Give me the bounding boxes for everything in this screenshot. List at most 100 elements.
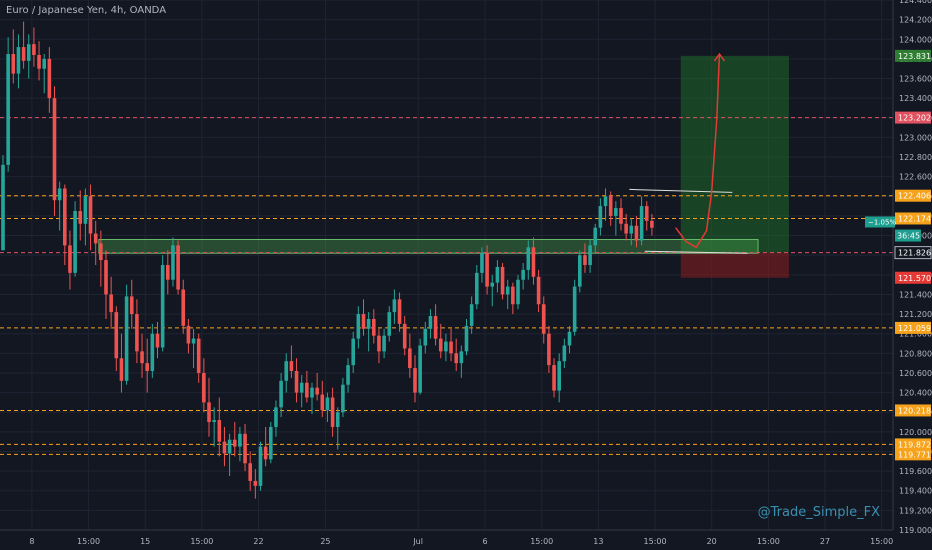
candle: [397, 292, 402, 332]
candle: [639, 196, 644, 246]
candle: [485, 245, 489, 295]
candle: [248, 451, 252, 491]
candle-body: [129, 296, 134, 315]
candle-body: [315, 387, 319, 395]
candle-body: [526, 247, 531, 270]
candle-body: [593, 227, 598, 246]
candle: [114, 306, 119, 371]
candle: [191, 328, 196, 369]
candle: [372, 309, 376, 344]
candle-body: [21, 47, 26, 61]
price-tag-label: 119.771: [898, 450, 931, 459]
x-tick-label: 22: [253, 537, 263, 546]
candle-body: [459, 351, 464, 364]
candle: [346, 358, 350, 393]
candle-body: [155, 333, 160, 348]
candle-body: [356, 314, 361, 339]
x-tick-label: 27: [820, 537, 830, 546]
candle: [124, 284, 129, 385]
candle-body: [449, 341, 453, 354]
candle-body: [351, 338, 355, 366]
change-badge-label: −1.05%: [868, 218, 896, 226]
candle-body: [603, 196, 608, 207]
candle: [160, 255, 165, 352]
y-tick-label: 119.600: [899, 467, 932, 476]
candle-body: [335, 412, 340, 427]
candle-body: [57, 188, 62, 201]
price-tag: [895, 448, 931, 461]
candle: [428, 309, 433, 339]
candle-body: [505, 286, 510, 295]
x-tick-label: 15:00: [757, 537, 780, 546]
candle: [361, 299, 366, 336]
price-tag: [895, 189, 931, 202]
candle: [567, 325, 572, 354]
price-tag: [895, 404, 931, 417]
candle: [93, 220, 98, 265]
change-badge: [865, 216, 895, 228]
candle: [78, 190, 83, 241]
candle-body: [196, 338, 201, 373]
candle: [650, 213, 654, 236]
candle: [315, 372, 319, 401]
candle-body: [166, 265, 170, 280]
candle-body: [212, 420, 216, 423]
candle: [109, 276, 113, 329]
candle-body: [634, 225, 639, 241]
candle-body: [217, 420, 222, 442]
y-tick-label: 123.000: [899, 133, 932, 142]
candle: [88, 184, 93, 251]
candle: [243, 424, 247, 472]
candle-body: [135, 314, 139, 352]
x-tick-label: 13: [593, 537, 603, 546]
price-tag: [895, 212, 931, 225]
candle: [614, 201, 618, 236]
candle-body: [392, 299, 397, 313]
candle: [222, 426, 227, 467]
candle: [402, 316, 407, 356]
candle-body: [454, 353, 458, 364]
x-tick-label: 25: [320, 537, 330, 546]
x-tick-label: 15:00: [870, 537, 893, 546]
candle-body: [52, 98, 57, 201]
candle-body: [464, 325, 469, 352]
candle: [629, 217, 634, 246]
candle: [274, 400, 278, 437]
x-tick-label: 8: [29, 537, 34, 546]
candle-body: [99, 243, 103, 261]
candle-body: [567, 331, 572, 346]
candle-body: [279, 380, 283, 408]
candle-body: [248, 463, 252, 481]
candle: [284, 353, 289, 393]
candle-body: [16, 47, 21, 74]
price-tag: [895, 111, 931, 124]
candle: [459, 345, 464, 378]
candle: [83, 188, 88, 246]
candle: [150, 323, 155, 378]
candle: [196, 333, 201, 383]
arrow-head: [713, 52, 726, 62]
candle: [73, 201, 77, 277]
candle-body: [37, 54, 41, 69]
candle-body: [521, 269, 525, 280]
candle-body: [145, 363, 149, 371]
candle: [552, 358, 556, 398]
price-tag-label: 121.570: [898, 274, 931, 283]
candle-body: [516, 279, 520, 305]
price-tag-label: 120.218: [898, 406, 931, 415]
x-tick-label: Jul: [412, 537, 423, 546]
price-tag: [895, 321, 931, 334]
price-tag: [895, 271, 931, 284]
candle: [253, 469, 258, 499]
candle: [557, 353, 561, 403]
candle: [166, 250, 170, 295]
candle-body: [614, 208, 618, 216]
candle: [202, 358, 206, 413]
candle: [232, 422, 237, 457]
candle: [47, 47, 52, 113]
candle-body: [562, 345, 567, 362]
candle: [603, 188, 608, 221]
y-tick-label: 120.000: [899, 428, 932, 437]
candle: [644, 201, 649, 231]
